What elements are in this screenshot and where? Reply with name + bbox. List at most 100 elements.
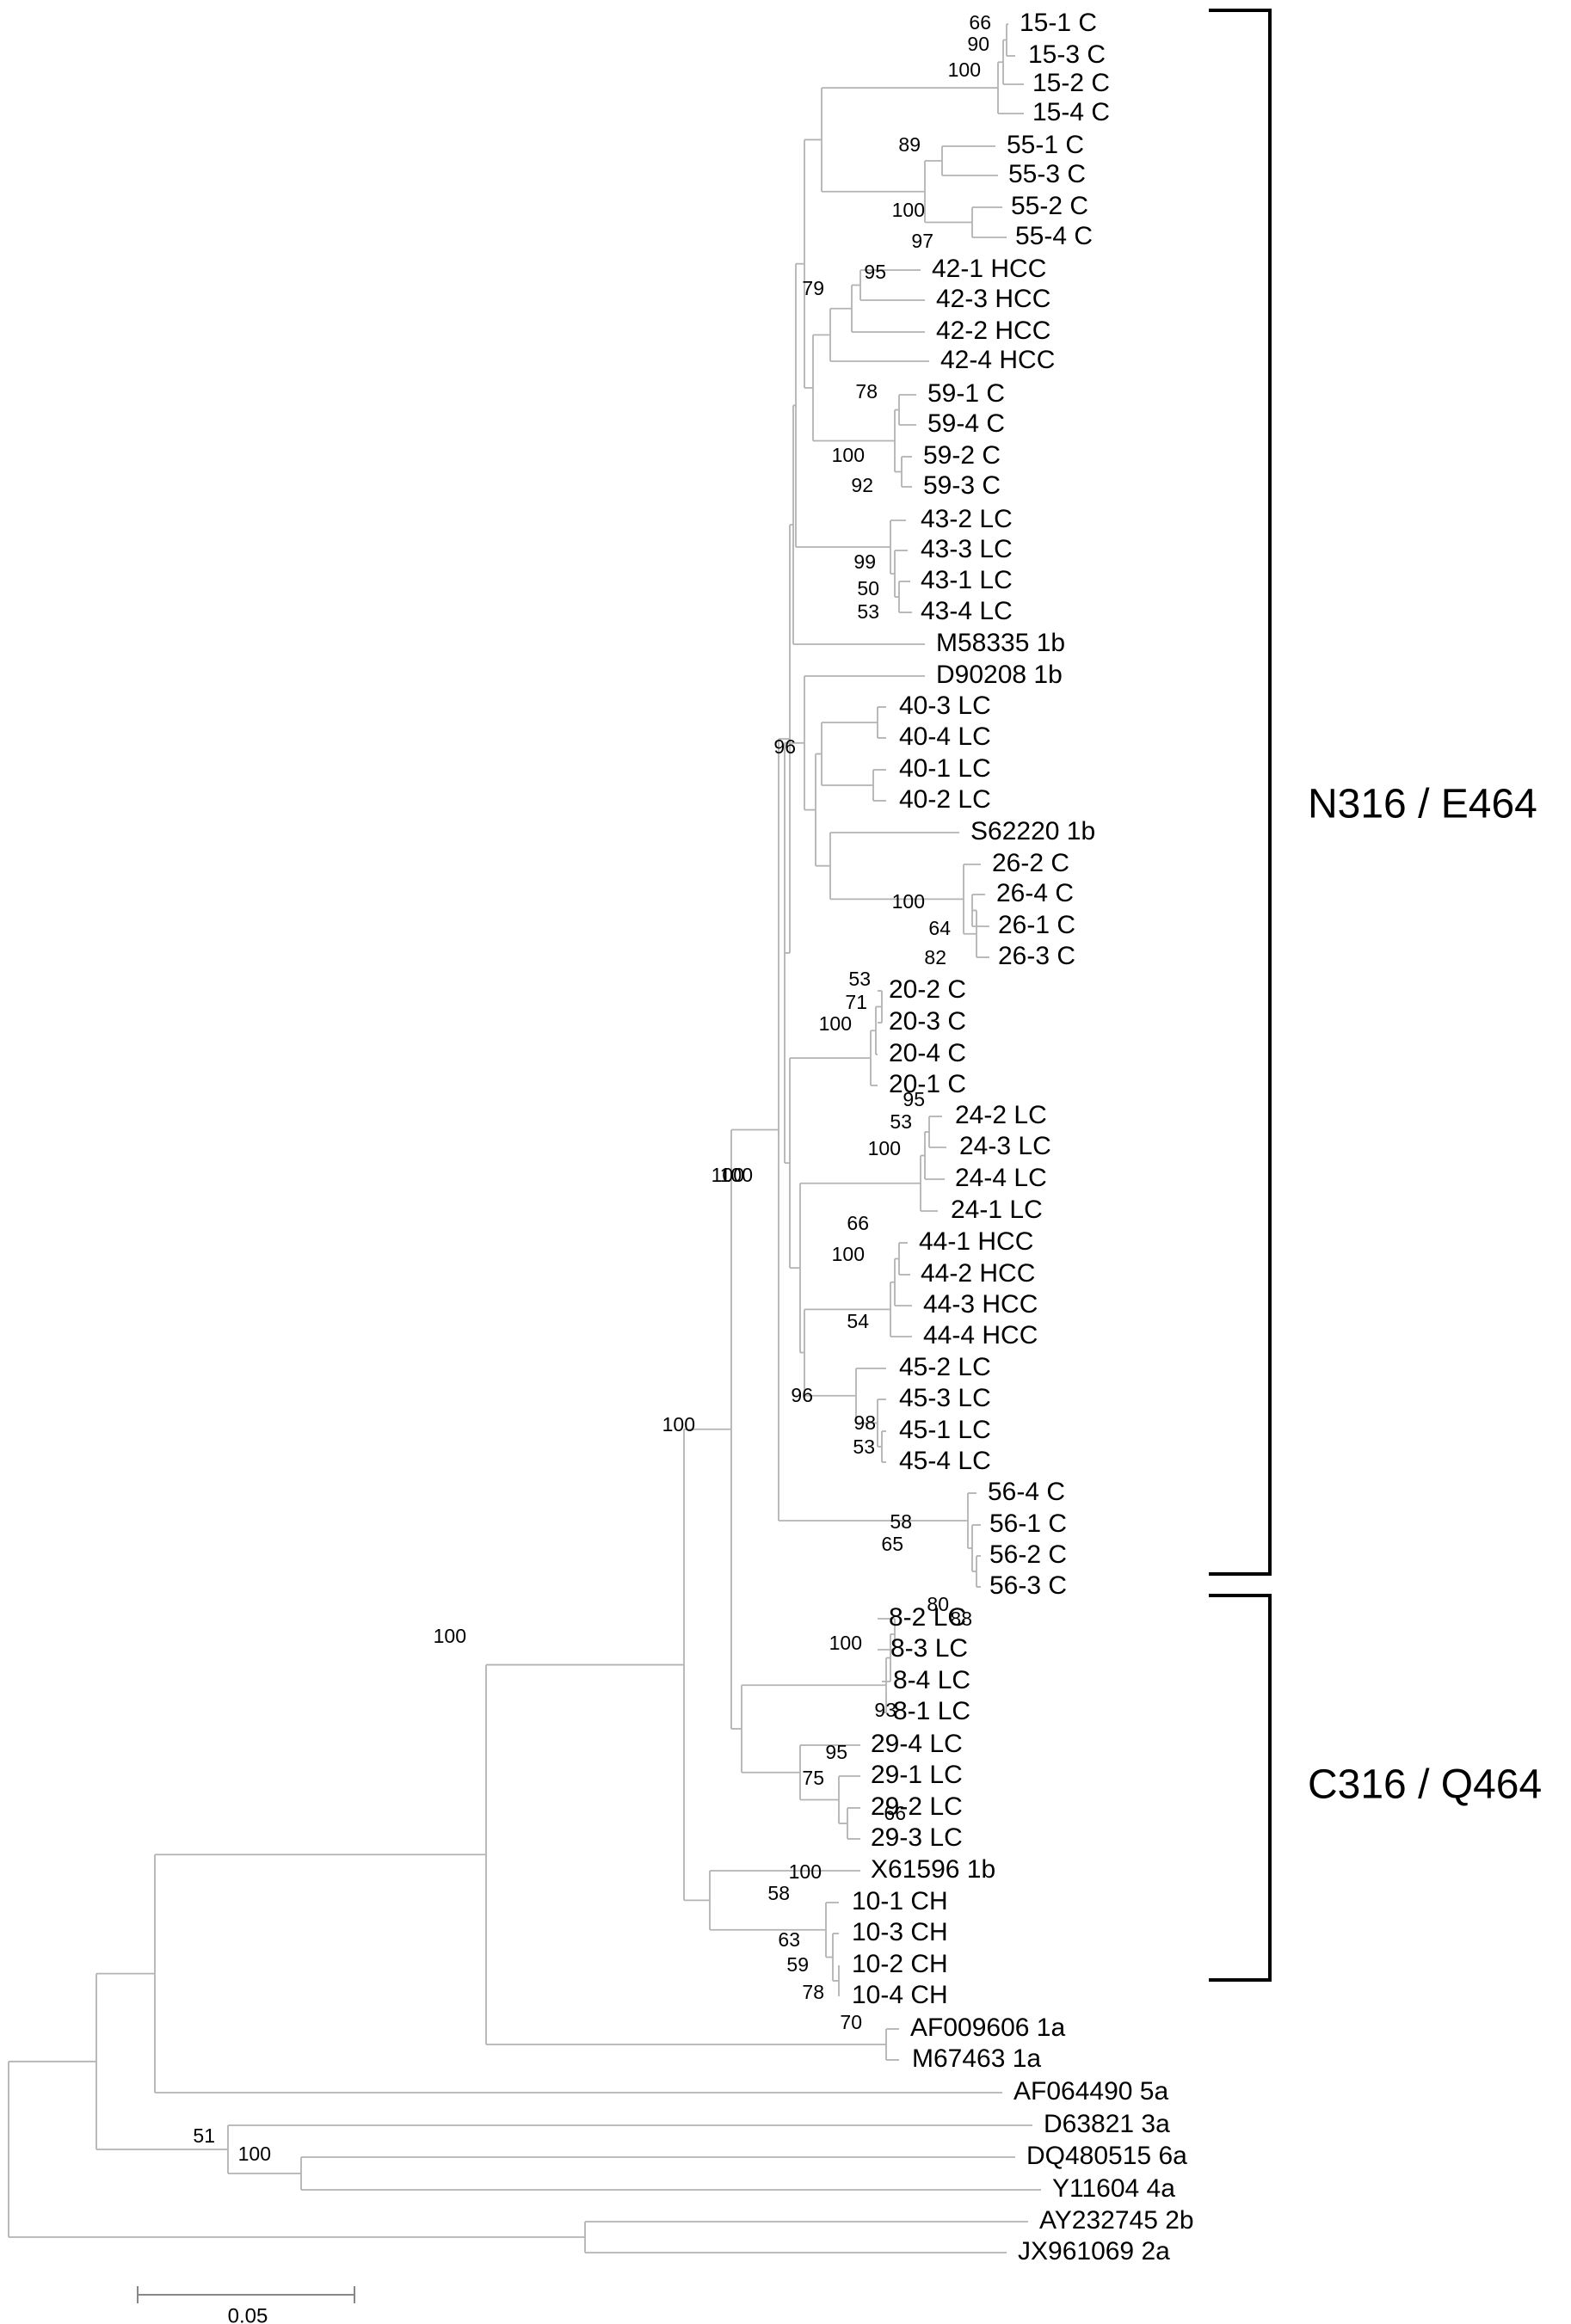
bootstrap-value: 59 <box>786 1953 809 1976</box>
bootstrap-value: 100 <box>662 1413 695 1436</box>
bootstrap-value: 78 <box>855 380 878 403</box>
taxon-label: 15-4 C <box>1032 98 1110 126</box>
taxon-label: 56-4 C <box>988 1478 1065 1506</box>
bootstrap-value: 97 <box>911 230 933 252</box>
taxon-label: Y11604 4a <box>1052 2174 1175 2203</box>
taxon-label: M58335 1b <box>936 629 1065 657</box>
taxon-label: 24-1 LC <box>951 1196 1043 1224</box>
bootstrap-value: 65 <box>881 1533 903 1555</box>
clade-label-c316: C316 / Q464 <box>1308 1762 1542 1808</box>
taxon-label: X61596 1b <box>871 1855 995 1884</box>
taxon-label: 45-3 LC <box>899 1384 991 1412</box>
bootstrap-value: 50 <box>857 577 879 599</box>
taxon-label: 43-1 LC <box>921 566 1013 594</box>
taxon-label: 15-3 C <box>1028 40 1106 69</box>
taxon-label: 26-4 C <box>996 879 1074 907</box>
taxon-label: 24-4 LC <box>955 1164 1047 1192</box>
taxon-label: 26-2 C <box>992 849 1069 877</box>
bootstrap-value: 100 <box>892 199 925 221</box>
taxon-label: 55-2 C <box>1011 192 1088 220</box>
taxon-label: 42-4 HCC <box>940 346 1055 374</box>
taxon-label: 24-3 LC <box>959 1132 1051 1160</box>
bootstrap-value: 100 <box>819 1012 852 1035</box>
taxon-label: 44-4 HCC <box>923 1321 1038 1350</box>
bootstrap-value: 71 <box>845 991 867 1013</box>
taxon-label: 44-3 HCC <box>923 1290 1038 1319</box>
taxon-label: 20-3 C <box>889 1007 966 1036</box>
bootstrap-value: 80 <box>927 1593 949 1615</box>
bootstrap-value: 58 <box>890 1510 912 1533</box>
bootstrap-value: 79 <box>802 277 824 299</box>
taxon-label: 43-2 LC <box>921 505 1013 533</box>
taxon-label: 15-2 C <box>1032 69 1110 97</box>
taxon-label: 43-3 LC <box>921 535 1013 563</box>
taxon-label: 45-4 LC <box>899 1447 991 1475</box>
taxon-label: AY232745 2b <box>1039 2206 1194 2235</box>
bootstrap-value: 95 <box>825 1741 847 1763</box>
taxon-label: 40-2 LC <box>899 785 991 814</box>
bootstrap-value: 100 <box>829 1632 862 1654</box>
bootstrap-value: 100 <box>948 58 981 81</box>
bootstrap-value: 100 <box>832 1243 865 1265</box>
taxon-label: M67463 1a <box>912 2044 1041 2073</box>
taxon-label: 8-4 LC <box>893 1666 970 1694</box>
clade-label-n316: N316 / E464 <box>1308 782 1537 827</box>
bootstrap-value: 89 <box>898 133 921 156</box>
bootstrap-value: 98 <box>853 1411 876 1434</box>
taxon-label: 42-2 HCC <box>936 317 1050 345</box>
scale-bar-label: 0.05 <box>228 2304 268 2324</box>
bootstrap-value: 51 <box>193 2124 215 2147</box>
taxon-label: D90208 1b <box>936 661 1063 689</box>
taxon-label: 40-1 LC <box>899 754 991 783</box>
bootstrap-value: 96 <box>773 735 796 758</box>
taxon-label: 59-3 C <box>923 471 1001 500</box>
bootstrap-value: 99 <box>853 550 876 573</box>
taxon-label: 59-1 C <box>927 379 1005 408</box>
taxon-label: JX961069 2a <box>1018 2237 1170 2266</box>
taxon-label: 10-2 CH <box>852 1950 948 1978</box>
bootstrap-value: 53 <box>848 968 871 990</box>
bootstrap-value: 100 <box>892 890 925 913</box>
taxon-label: 56-1 C <box>989 1509 1067 1538</box>
bootstrap-value: 88 <box>950 1608 972 1630</box>
bootstrap-value: 66 <box>884 1802 906 1824</box>
taxon-label: 29-3 LC <box>871 1823 963 1852</box>
bootstrap-value: 53 <box>857 600 879 623</box>
taxon-label: 59-2 C <box>923 441 1001 470</box>
taxon-label: 20-4 C <box>889 1039 966 1067</box>
taxon-label: 59-4 C <box>927 409 1005 438</box>
bootstrap-value: 95 <box>864 261 886 283</box>
taxon-label: 42-1 HCC <box>932 255 1046 283</box>
taxon-label: 15-1 C <box>1020 9 1097 37</box>
taxon-label: 20-2 C <box>889 975 966 1004</box>
taxon-label: 56-3 C <box>989 1571 1067 1600</box>
bootstrap-value: 100 <box>868 1137 901 1159</box>
bootstrap-value: 100 <box>720 1164 753 1186</box>
taxon-label: 44-1 HCC <box>919 1227 1033 1256</box>
taxon-label: 56-2 C <box>989 1540 1067 1569</box>
taxon-label: 55-4 C <box>1015 222 1093 250</box>
bootstrap-value: 53 <box>890 1110 912 1133</box>
taxon-label: 10-3 CH <box>852 1918 948 1946</box>
bootstrap-value: 64 <box>928 917 951 939</box>
bootstrap-value: 92 <box>851 474 873 496</box>
taxon-label: AF009606 1a <box>910 2014 1065 2042</box>
taxon-label: 40-4 LC <box>899 722 991 751</box>
bootstrap-value: 100 <box>238 2143 271 2165</box>
bootstrap-value: 93 <box>874 1699 896 1721</box>
bootstrap-value: 82 <box>924 946 946 968</box>
bootstrap-value: 66 <box>847 1212 869 1234</box>
taxon-label: 10-1 CH <box>852 1887 948 1915</box>
taxon-label: 8-1 LC <box>893 1697 970 1725</box>
bootstrap-value: 100 <box>712 1164 744 1186</box>
taxon-label: 24-2 LC <box>955 1101 1047 1129</box>
taxon-label: DQ480515 6a <box>1026 2142 1187 2170</box>
bootstrap-value: 70 <box>840 2011 862 2033</box>
taxon-label: 55-3 C <box>1008 160 1086 188</box>
taxon-label: 29-2 LC <box>871 1792 963 1821</box>
bootstrap-value: 63 <box>778 1928 800 1951</box>
bootstrap-value: 75 <box>802 1767 824 1789</box>
taxon-label: 45-2 LC <box>899 1353 991 1381</box>
taxon-label: 29-1 LC <box>871 1761 963 1789</box>
